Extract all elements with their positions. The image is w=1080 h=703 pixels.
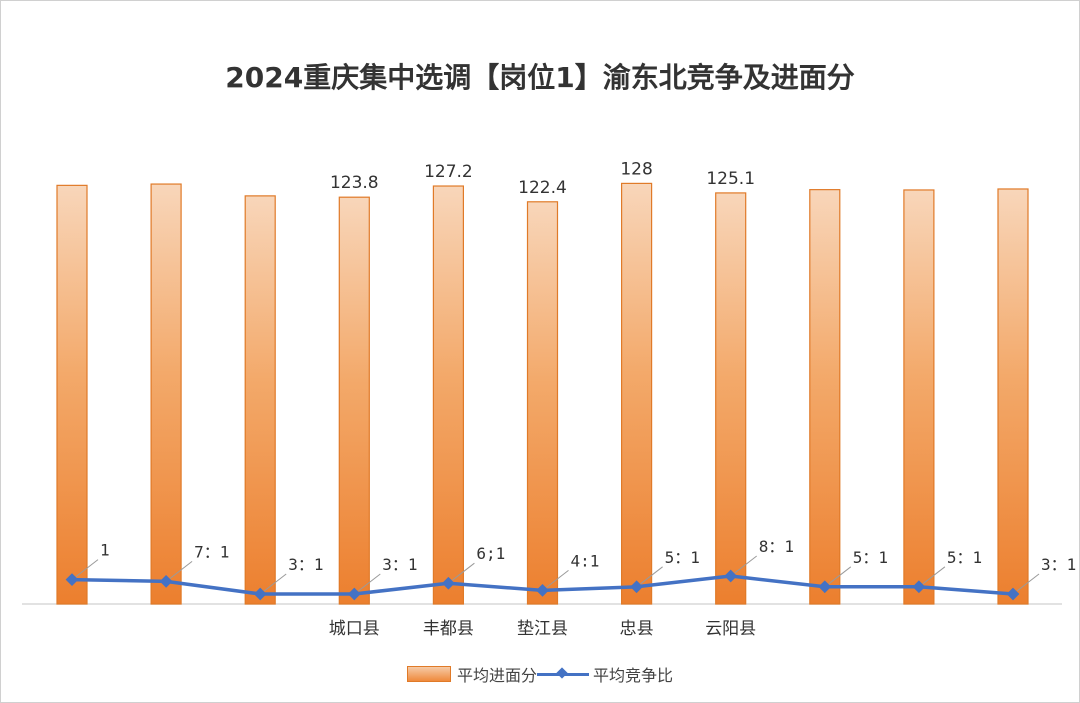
legend-item-bar: 平均进面分 bbox=[406, 662, 537, 686]
line-value-label: 6;1 bbox=[476, 544, 505, 563]
line-label-leader bbox=[263, 573, 287, 592]
bar-value-label: 128 bbox=[620, 159, 652, 179]
bar-value-label: 123.8 bbox=[330, 173, 379, 193]
line-label-leader bbox=[922, 566, 946, 585]
line-value-label: 5：1 bbox=[853, 548, 888, 567]
bar bbox=[150, 183, 182, 605]
bar bbox=[620, 182, 653, 605]
category-label: 城口县 bbox=[329, 619, 380, 639]
legend-item-line: 平均竞争比 bbox=[537, 662, 673, 686]
line-value-label: 4:1 bbox=[571, 551, 600, 570]
line-label-leader bbox=[1016, 573, 1040, 592]
bar bbox=[809, 189, 841, 605]
bar-value-label: 122.4 bbox=[518, 178, 567, 198]
category-label: 垫江县 bbox=[517, 619, 568, 639]
legend-bar-label: 平均进面分 bbox=[456, 666, 537, 685]
bar bbox=[903, 189, 935, 605]
line-value-label: 5：1 bbox=[665, 548, 700, 567]
bar bbox=[715, 192, 747, 605]
line-label-leader bbox=[357, 573, 381, 592]
line-value-label: 8：1 bbox=[759, 537, 794, 556]
line-label-leader bbox=[452, 562, 475, 581]
line-label-leader bbox=[828, 566, 852, 585]
bar-value-label: 127.2 bbox=[424, 162, 473, 182]
line-label-leader bbox=[169, 561, 193, 579]
bar bbox=[997, 188, 1029, 605]
line-value-label: 3：1 bbox=[288, 555, 323, 574]
bar bbox=[338, 196, 370, 605]
bar bbox=[432, 185, 464, 605]
category-label: 忠县 bbox=[620, 619, 654, 639]
line-value-label: 3：1 bbox=[382, 555, 417, 574]
category-label: 云阳县 bbox=[705, 619, 756, 639]
bar-value-label: 125.1 bbox=[706, 169, 755, 189]
line-point bbox=[253, 587, 267, 601]
line-value-label: 7：1 bbox=[194, 542, 229, 561]
line-label-leader bbox=[546, 570, 569, 588]
line-label-leader bbox=[75, 559, 99, 577]
category-label: 丰都县 bbox=[423, 619, 474, 639]
line-value-label: 1 bbox=[100, 541, 110, 560]
legend-line-label: 平均竞争比 bbox=[593, 666, 674, 685]
line-label-leader bbox=[640, 566, 663, 585]
bar bbox=[56, 184, 88, 605]
bar bbox=[244, 195, 276, 605]
line-value-label: 3：1 bbox=[1041, 555, 1076, 574]
line-label-leader bbox=[734, 555, 758, 574]
line-value-label: 5：1 bbox=[947, 548, 982, 567]
bar bbox=[526, 201, 559, 605]
legend-bar-swatch bbox=[406, 666, 451, 682]
chart-title: 2024重庆集中选调【岗位1】渝东北竞争及进面分 bbox=[225, 61, 855, 94]
legend-line-swatch bbox=[537, 667, 589, 681]
legend: 平均进面分 平均竞争比 bbox=[0, 662, 1080, 686]
